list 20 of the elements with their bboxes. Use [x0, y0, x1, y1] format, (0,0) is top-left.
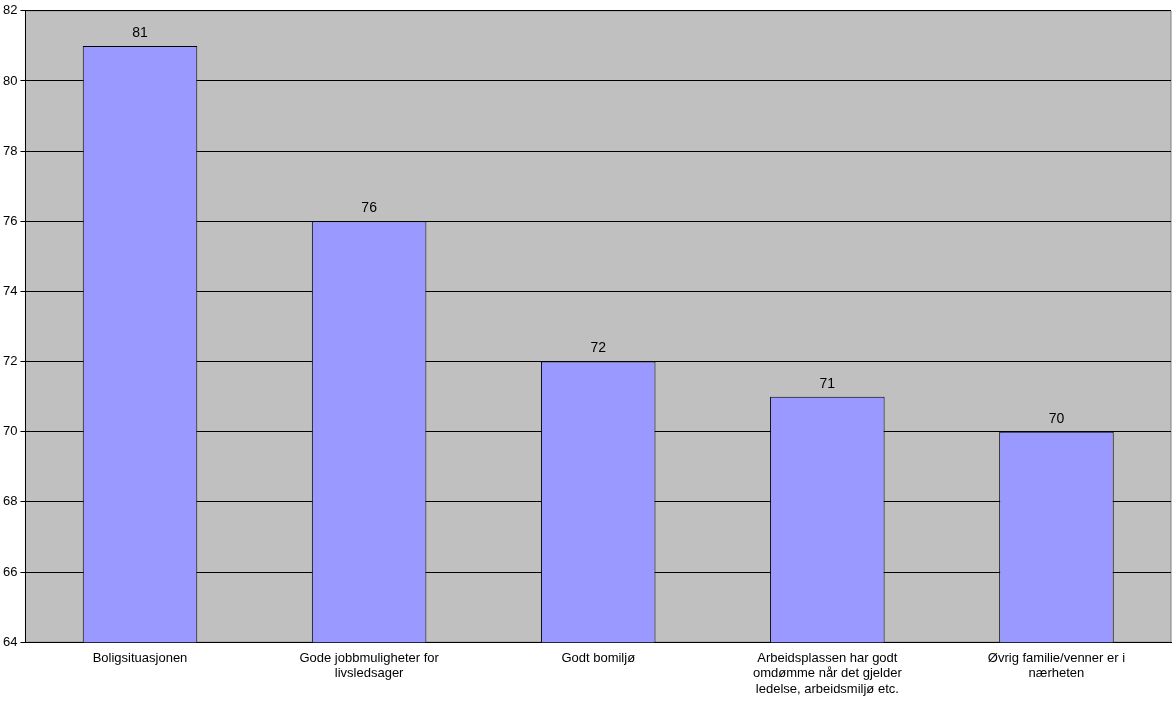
x-tick-label: Godt bomiljø — [561, 649, 636, 665]
y-tick-label: 74 — [2, 283, 18, 298]
data-label: 71 — [819, 374, 836, 391]
y-tick-label: 66 — [2, 563, 18, 579]
y-tick-label: 80 — [2, 72, 18, 88]
data-label: 72 — [590, 339, 607, 356]
y-tick-label: 68 — [2, 493, 18, 509]
y-tick-label: 64 — [2, 633, 18, 649]
x-tick-label: Gode jobbmuligheter for livsledsager — [299, 649, 440, 681]
y-tick-label: 76 — [2, 212, 18, 228]
data-label: 81 — [132, 23, 149, 40]
data-label: 76 — [361, 199, 378, 216]
data-label: 70 — [1048, 409, 1065, 426]
y-tick-label: 72 — [2, 353, 18, 369]
x-tick-label: Boligsituasjonen — [92, 649, 188, 665]
x-tick-label: Øvrig familie/venner er i nærheten — [987, 649, 1126, 681]
y-tick-label: 70 — [2, 423, 18, 439]
x-tick-label: Arbeidsplassen har godt omdømme når det gjelder ledelse, arbeidsmiljø etc. — [752, 649, 903, 696]
y-tick-label: 82 — [2, 2, 18, 18]
y-tick-label: 78 — [2, 142, 18, 158]
